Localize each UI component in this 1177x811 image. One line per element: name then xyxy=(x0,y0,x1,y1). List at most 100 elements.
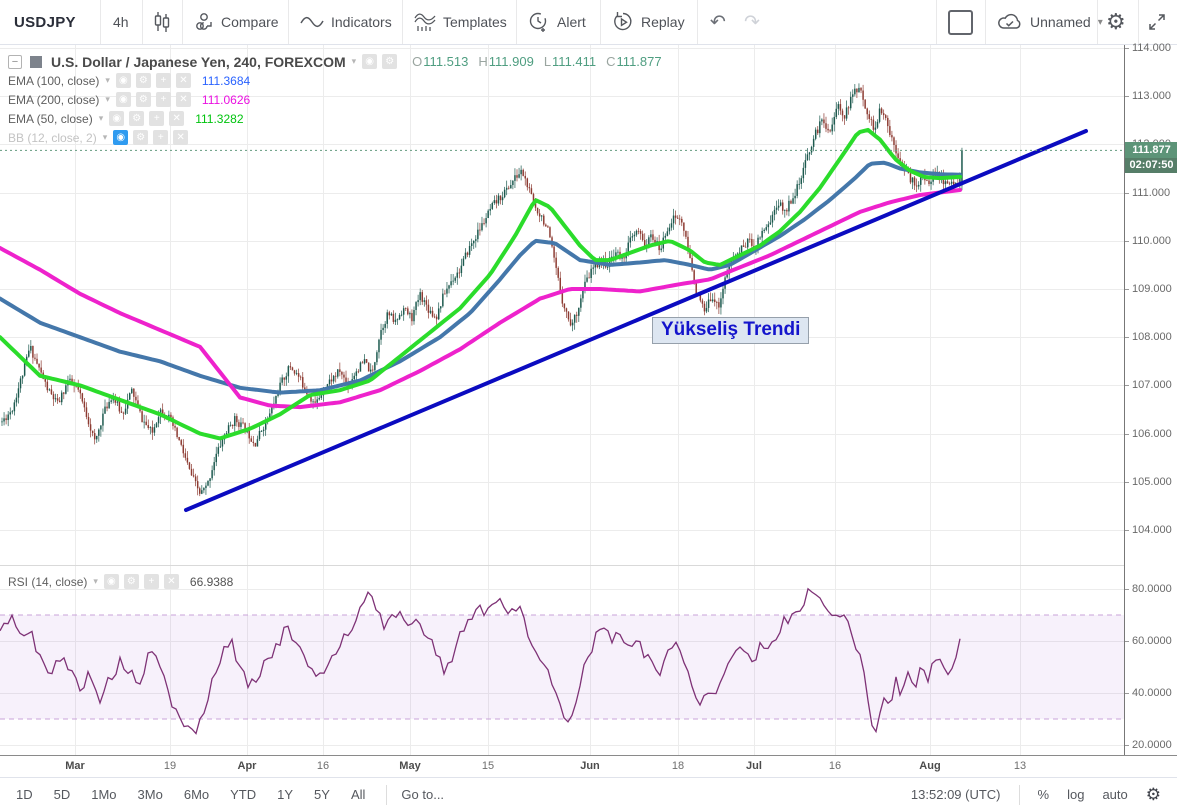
gear-icon[interactable]: ⚙ xyxy=(129,111,145,126)
gear-icon[interactable]: ⚙ xyxy=(133,130,149,145)
indicator-label[interactable]: EMA (200, close) xyxy=(8,92,100,107)
rsi-legend-row: RSI (14, close) ▾ ◉ ⚙ + ✕ 66.9388 xyxy=(8,572,233,591)
close-icon[interactable]: ✕ xyxy=(175,92,191,107)
axis-tick xyxy=(1125,433,1129,435)
plus-icon[interactable]: + xyxy=(153,130,169,145)
percent-scale-toggle[interactable]: % xyxy=(1037,787,1050,802)
alert-clock-icon xyxy=(528,11,550,33)
gear-icon[interactable]: ⚙ xyxy=(135,92,151,107)
price-axis[interactable]: 114.000113.000112.000111.000110.000109.0… xyxy=(1124,42,1177,755)
compare-button[interactable]: Compare xyxy=(194,0,279,44)
gear-icon[interactable]: ⚙ xyxy=(382,54,398,69)
rsi-label[interactable]: RSI (14, close) xyxy=(8,574,88,589)
gear-icon[interactable]: ⚙ xyxy=(123,574,139,589)
range-button-6mo[interactable]: 6Mo xyxy=(183,787,210,802)
chevron-down-icon[interactable]: ▾ xyxy=(105,75,110,85)
eye-icon[interactable]: ◉ xyxy=(115,92,131,107)
compare-label: Compare xyxy=(221,14,279,30)
indicators-icon xyxy=(300,15,324,29)
redo-button[interactable]: ↷ xyxy=(744,0,760,44)
rsi-axis-label: 40.0000 xyxy=(1132,687,1172,699)
plus-icon[interactable]: + xyxy=(155,73,171,88)
time-axis[interactable]: Mar 19 Apr 16 May 15 Jun 18 Jul 16 Aug 13 xyxy=(0,755,1177,777)
range-button-1y[interactable]: 1Y xyxy=(277,787,294,802)
auto-scale-toggle[interactable]: auto xyxy=(1102,787,1128,802)
chevron-down-icon[interactable]: ▾ xyxy=(102,132,108,142)
gear-icon[interactable]: ⚙ xyxy=(135,73,151,88)
toolbar-separator xyxy=(697,0,698,44)
undo-button[interactable]: ↶ xyxy=(710,0,726,44)
ohlc-item: L111.411 xyxy=(543,54,597,69)
fullscreen-button[interactable] xyxy=(1147,0,1167,44)
plus-icon[interactable]: + xyxy=(143,574,159,589)
time-axis-label: 18 xyxy=(671,760,685,772)
trendline-annotation[interactable]: Yükseliş Trendi xyxy=(652,317,810,344)
indicator-label[interactable]: BB (12, close, 2) xyxy=(8,130,97,145)
layout-select-button[interactable] xyxy=(948,0,973,44)
chevron-down-icon[interactable]: ▾ xyxy=(351,56,357,66)
range-button-ytd[interactable]: YTD xyxy=(230,787,257,802)
range-button-5y[interactable]: 5Y xyxy=(314,787,330,802)
range-button-1d[interactable]: 1D xyxy=(16,787,33,802)
legend-collapse-icon[interactable]: − xyxy=(8,54,22,69)
chart-style-button[interactable] xyxy=(152,0,172,44)
toolbar-separator xyxy=(1138,0,1139,44)
chart-canvas[interactable] xyxy=(0,45,1124,755)
price-axis-label: 109.000 xyxy=(1132,283,1172,295)
price-axis-label: 107.000 xyxy=(1132,379,1172,392)
chevron-down-icon[interactable]: ▾ xyxy=(98,113,104,123)
close-icon[interactable]: ✕ xyxy=(175,73,191,88)
axis-tick xyxy=(1125,589,1129,590)
gear-icon[interactable]: ⚙ xyxy=(1145,784,1161,804)
plus-icon[interactable]: + xyxy=(149,111,165,126)
eye-icon[interactable]: ◉ xyxy=(362,54,378,69)
fullscreen-icon xyxy=(1147,12,1167,32)
replay-button[interactable]: Replay xyxy=(612,0,685,44)
cloud-saved-icon xyxy=(997,12,1023,32)
close-icon[interactable]: ✕ xyxy=(173,130,189,145)
symbol-button[interactable]: USDJPY xyxy=(14,0,76,44)
symbol-title[interactable]: U.S. Dollar / Japanese Yen, 240, FOREXCO… xyxy=(51,53,346,70)
alert-button[interactable]: Alert xyxy=(528,0,586,44)
goto-button[interactable]: Go to... xyxy=(401,787,445,802)
clock-utc[interactable]: 13:52:09 (UTC) xyxy=(910,787,1001,802)
range-button-1mo[interactable]: 1Mo xyxy=(91,787,117,802)
time-axis-label: 16 xyxy=(828,760,842,772)
log-scale-toggle[interactable]: log xyxy=(1067,787,1085,802)
axis-tick xyxy=(1125,481,1129,483)
close-icon[interactable]: ✕ xyxy=(163,574,179,589)
chevron-down-icon[interactable]: ▾ xyxy=(93,576,98,586)
price-axis-label: 105.000 xyxy=(1132,475,1172,488)
axis-tick xyxy=(1125,240,1129,242)
time-axis-label: Mar xyxy=(65,760,85,772)
axis-tick xyxy=(1125,289,1129,290)
templates-button[interactable]: Templates xyxy=(414,0,507,44)
rsi-axis-label: 60.0000 xyxy=(1132,635,1172,647)
axis-tick xyxy=(1125,385,1129,387)
interval-button[interactable]: 4h xyxy=(113,0,129,44)
range-button-5d[interactable]: 5D xyxy=(53,787,71,802)
eye-icon[interactable]: ◉ xyxy=(109,111,125,126)
time-axis-label: 13 xyxy=(1013,760,1027,772)
save-layout-button[interactable]: Unnamed ▾ xyxy=(997,0,1103,44)
range-button-3mo[interactable]: 3Mo xyxy=(137,787,163,802)
chart-properties-button[interactable]: ⚙ xyxy=(1106,0,1126,44)
plus-icon[interactable]: + xyxy=(155,92,171,107)
eye-icon[interactable]: ◉ xyxy=(113,130,129,145)
replay-label: Replay xyxy=(641,14,685,30)
chart-area[interactable]: 114.000113.000112.000111.000110.000109.0… xyxy=(0,42,1177,755)
eye-icon[interactable]: ◉ xyxy=(115,73,131,88)
price-axis-label: 113.000 xyxy=(1132,90,1171,103)
axis-tick xyxy=(1125,641,1129,642)
indicator-label[interactable]: EMA (100, close) xyxy=(8,73,100,88)
chevron-down-icon[interactable]: ▾ xyxy=(105,94,110,104)
axis-tick xyxy=(1125,530,1129,531)
indicators-button[interactable]: Indicators xyxy=(300,0,392,44)
undo-icon: ↶ xyxy=(710,11,726,33)
close-icon[interactable]: ✕ xyxy=(169,111,185,126)
indicator-label[interactable]: EMA (50, close) xyxy=(8,111,93,126)
eye-icon[interactable]: ◉ xyxy=(103,574,119,589)
range-button-all[interactable]: All xyxy=(350,787,366,802)
footer-right: 13:52:09 (UTC) % log auto ⚙ xyxy=(910,784,1177,805)
indicator-row: EMA (100, close) ▾ ◉ ⚙ + ✕ 111.3684 xyxy=(8,71,662,90)
